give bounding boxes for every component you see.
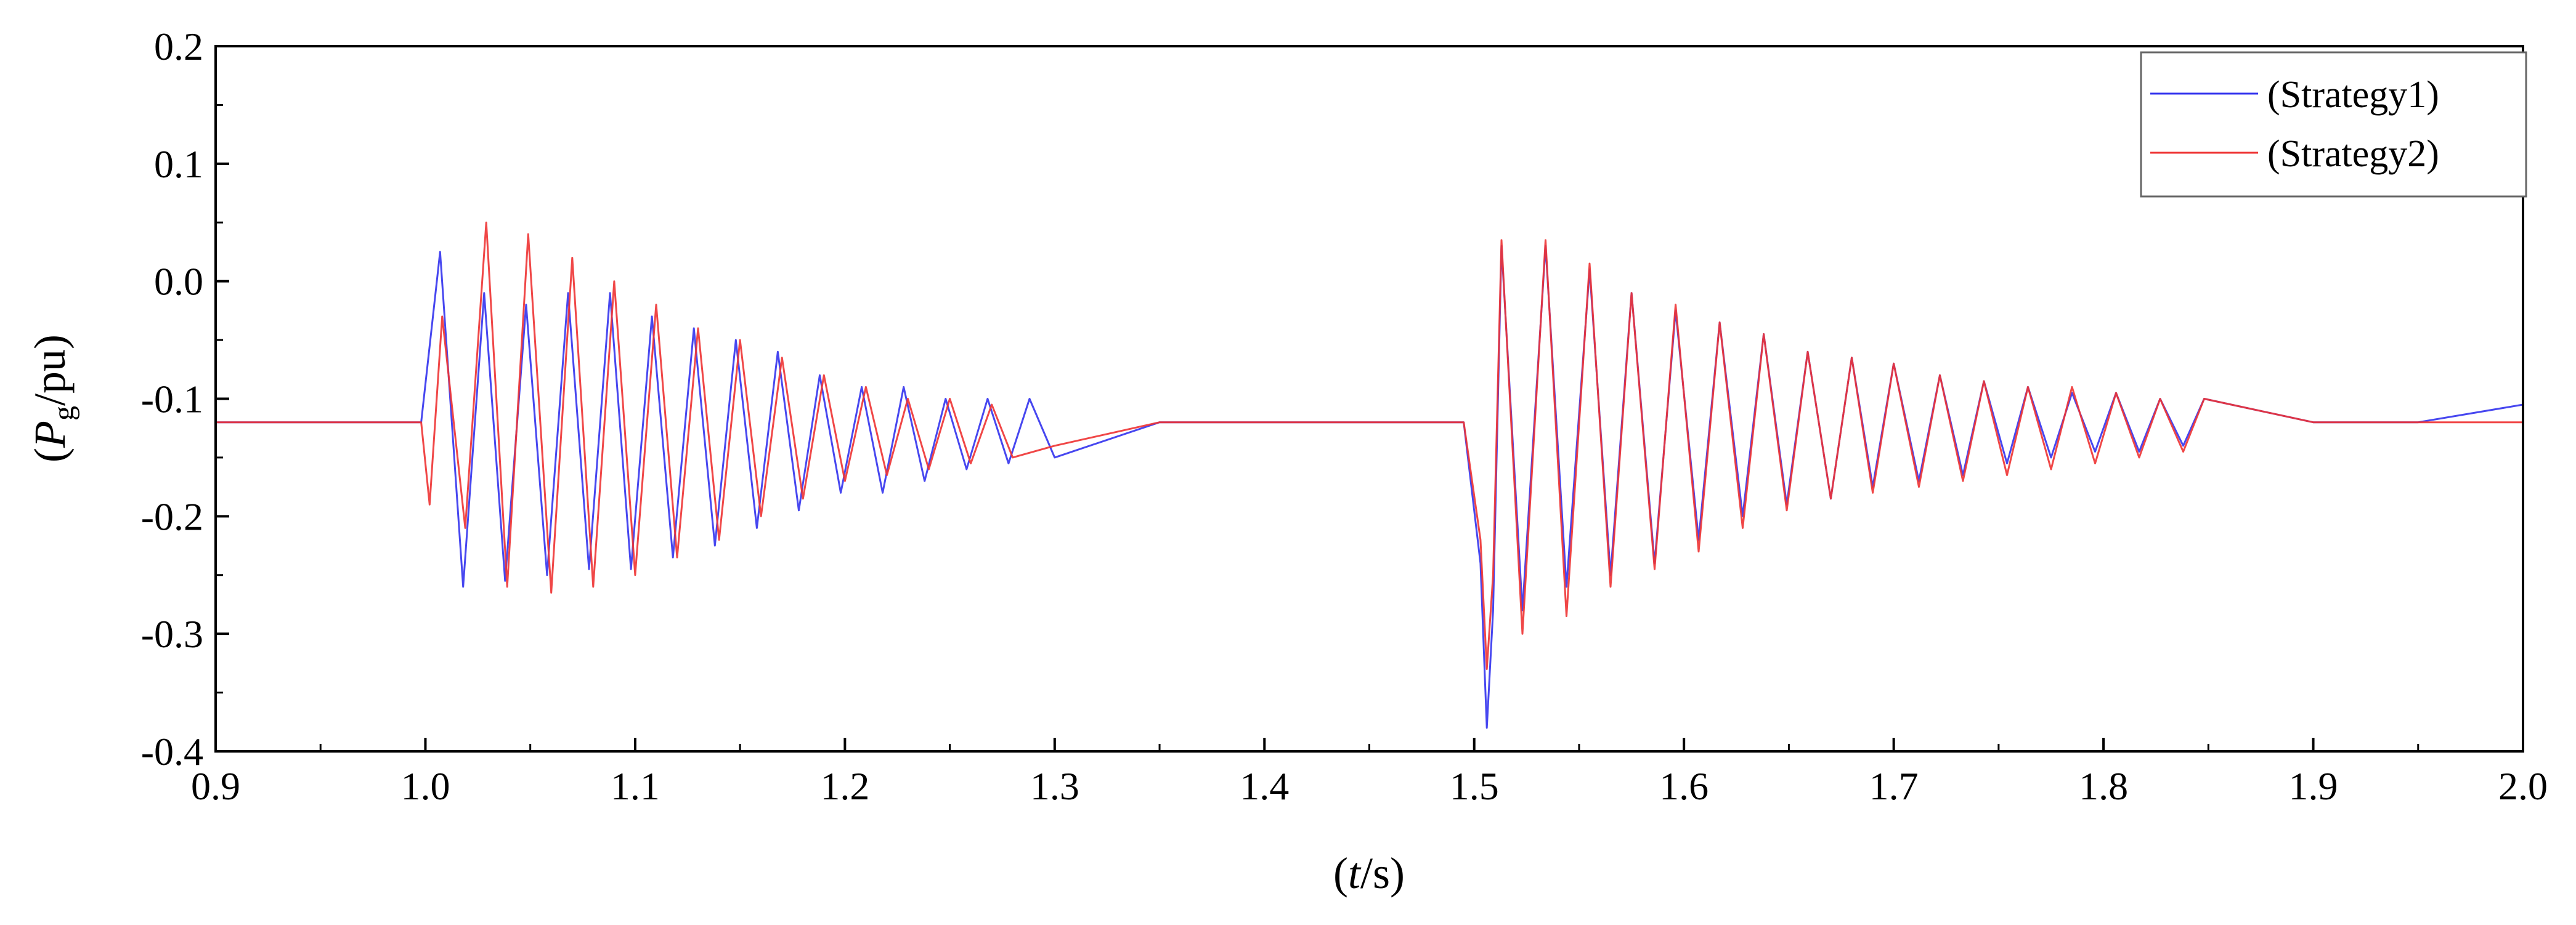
y-tick-label-5: -0.3	[141, 612, 203, 656]
x-tick-label-5: 1.4	[1240, 764, 1289, 808]
y-tick-label-1: 0.1	[154, 142, 203, 186]
series-line-1	[216, 244, 2524, 729]
x-tick-label-1: 1.0	[400, 764, 450, 808]
x-axis-title: (t/s)	[1333, 849, 1405, 898]
x-tick-label-7: 1.6	[1659, 764, 1709, 808]
axis-layer: 0.9 1.0 1.1 1.2 1.3 1.4 1.5 1.6 1.7 1.8 1.9 2.0 0.2 0…	[141, 25, 2548, 808]
x-tick-label-11: 2.0	[2498, 764, 2548, 808]
legend: (Strategy1) (Strategy2)	[2140, 51, 2527, 198]
x-tick-label-0: 0.9	[191, 764, 240, 808]
x-tick-label-4: 1.3	[1030, 764, 1079, 808]
x-tick-label-10: 1.9	[2289, 764, 2338, 808]
y-tick-label-2: 0.0	[154, 260, 203, 304]
x-tick-label-3: 1.2	[820, 764, 869, 808]
y-tick-label-6: -0.4	[141, 730, 203, 774]
y-tick-label-0: 0.2	[154, 25, 203, 68]
x-tick-label-8: 1.7	[1869, 764, 1919, 808]
x-tick-label-2: 1.1	[611, 764, 660, 808]
legend-label-strategy1: (Strategy1)	[2267, 74, 2439, 116]
y-axis-title: (Pg/pu)	[25, 334, 80, 462]
x-tick-label-9: 1.8	[2079, 764, 2128, 808]
series-line-2	[216, 221, 2523, 670]
legend-label-strategy2: (Strategy2)	[2267, 133, 2439, 175]
series-layer	[216, 221, 2524, 729]
legend-box	[2140, 51, 2527, 198]
y-tick-label-3: -0.1	[141, 378, 203, 421]
x-tick-label-6: 1.5	[1450, 764, 1499, 808]
y-tick-label-4: -0.2	[141, 495, 203, 538]
